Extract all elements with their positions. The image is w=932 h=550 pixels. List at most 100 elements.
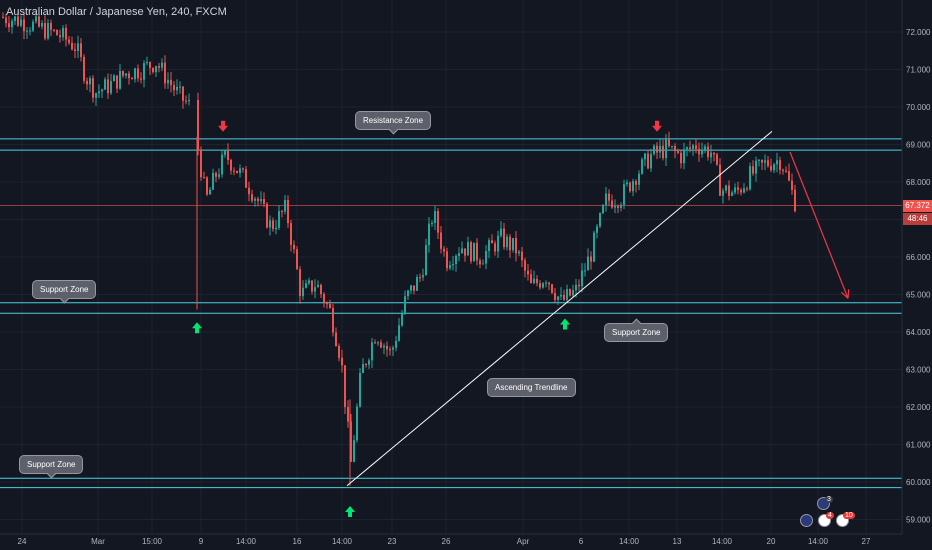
flag-icon[interactable] [800, 514, 813, 527]
candle-body [287, 199, 289, 224]
candle-body [524, 260, 526, 271]
candle-body [503, 228, 505, 248]
candle-body [776, 160, 778, 165]
candle-body [5, 17, 7, 24]
candle-body [452, 263, 454, 266]
candle-body [50, 22, 52, 30]
candle-body [590, 256, 592, 262]
candle-body [620, 204, 622, 209]
candle-body [290, 223, 292, 245]
candle-body [662, 145, 664, 159]
candle-body [599, 213, 601, 227]
candle-body [245, 169, 247, 188]
candle-body [515, 237, 517, 254]
candle-body [578, 284, 580, 287]
candle-body [296, 249, 298, 270]
candle-body [623, 184, 625, 205]
candle-body [254, 198, 256, 201]
candle-body [62, 27, 64, 38]
time-tick-label: 14:00 [808, 537, 829, 546]
candle-body [317, 284, 319, 288]
candle-body [791, 180, 793, 190]
candle-body [539, 283, 541, 288]
time-tick-label: 23 [388, 537, 397, 546]
candle-body [497, 235, 499, 252]
candle-body [197, 99, 199, 150]
candle-body [542, 283, 544, 288]
candle-body [233, 170, 235, 172]
time-tick-label: 6 [579, 537, 584, 546]
candle-body [413, 285, 415, 291]
projection-arrowhead [847, 289, 850, 299]
resistance-zone-label[interactable]: Resistance Zone [355, 111, 432, 135]
candle-body [767, 160, 769, 166]
candle-body [356, 406, 358, 441]
candle-body [404, 296, 406, 314]
candle-body [773, 164, 775, 171]
price-tick-label: 62.000 [906, 403, 931, 412]
candle-body [494, 243, 496, 252]
ascending-trendline-label[interactable]: Ascending Trendline [487, 378, 576, 397]
price-tick-label: 59.000 [906, 516, 931, 525]
time-tick-label: 14:00 [712, 537, 733, 546]
price-axis: 59.000 60.000 61.000 62.000 63.000 64.000 65.0… [901, 0, 931, 534]
candle-body [104, 79, 106, 90]
candle-body [347, 407, 349, 422]
candle-body [308, 280, 310, 284]
support-zone-right-label[interactable]: Support Zone [604, 318, 669, 342]
candle-body [446, 251, 448, 269]
candle-body [152, 67, 154, 73]
candle-body [509, 236, 511, 251]
candle-body [704, 146, 706, 150]
candle-body [188, 99, 190, 102]
candle-body [476, 242, 478, 261]
candle-body [500, 228, 502, 236]
candle-body [548, 282, 550, 285]
candle-body [512, 237, 514, 251]
candle-body [656, 145, 658, 153]
candle-body [326, 303, 328, 305]
candle-body [725, 185, 727, 191]
candle-body [314, 287, 316, 292]
support-zone-bottom-label[interactable]: Support Zone [19, 455, 84, 479]
candle-body [212, 172, 214, 190]
candle-body [209, 189, 211, 195]
candle-body [617, 206, 619, 209]
candle-body [467, 242, 469, 256]
candle-body [479, 260, 481, 265]
candle-body [635, 181, 637, 185]
arrow-up-icon [560, 318, 570, 330]
candle-body [752, 166, 754, 174]
candle-body [728, 185, 730, 196]
candle-body [407, 290, 409, 297]
candle-body [680, 152, 682, 164]
candle-body [383, 345, 385, 348]
candle-body [719, 164, 721, 196]
candle-body [554, 292, 556, 300]
candle-body [434, 211, 436, 223]
countdown-badge: 48:46 [903, 213, 932, 225]
candle-body [74, 49, 76, 51]
candle-body [716, 154, 718, 165]
candle-body [671, 146, 673, 148]
candle-body [56, 29, 58, 36]
candle-body [677, 151, 679, 153]
time-tick-label: Mar [91, 537, 105, 546]
candle-body [464, 248, 466, 256]
candle-body [455, 255, 457, 264]
candle-body [485, 250, 487, 264]
candle-body [281, 211, 283, 213]
candle-body [533, 278, 535, 284]
candle-body [29, 30, 31, 32]
candle-body [710, 152, 712, 158]
candle-body [320, 284, 322, 295]
candle-body [737, 187, 739, 190]
candle-body [302, 287, 304, 297]
candle-body [32, 21, 34, 31]
candle-body [224, 150, 226, 155]
candle-body [449, 265, 451, 269]
candle-body [203, 177, 205, 179]
support-zone-left-label[interactable]: Support Zone [32, 280, 97, 304]
